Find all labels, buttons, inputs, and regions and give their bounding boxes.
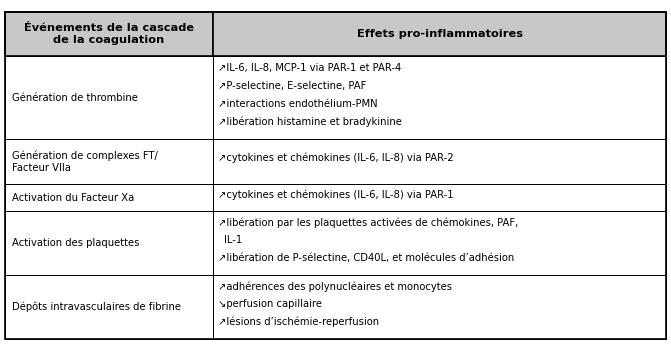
Text: Événements de la cascade
de la coagulation: Événements de la cascade de la coagulati… [24, 23, 194, 45]
Bar [5, 275, 213, 339]
Text: ↗libération par les plaquettes activées de chémokines, PAF,: ↗libération par les plaquettes activées … [218, 217, 519, 228]
Text: Effets pro-inflammatoires: Effets pro-inflammatoires [356, 29, 523, 39]
Bar [213, 56, 666, 139]
Text: ↗cytokines et chémokines (IL-6, IL-8) via PAR-2: ↗cytokines et chémokines (IL-6, IL-8) vi… [218, 152, 454, 163]
Bar [213, 211, 666, 275]
Text: ↗interactions endothélium-PMN: ↗interactions endothélium-PMN [218, 99, 378, 109]
Text: ↗cytokines et chémokines (IL-6, IL-8) via PAR-1: ↗cytokines et chémokines (IL-6, IL-8) vi… [218, 190, 454, 200]
Bar [213, 139, 666, 184]
Bar [5, 139, 213, 184]
Text: Activation du Facteur Xa: Activation du Facteur Xa [12, 193, 134, 203]
Bar [5, 12, 213, 56]
Text: ↘perfusion capillaire: ↘perfusion capillaire [218, 299, 322, 309]
Bar [213, 184, 666, 211]
Bar [213, 275, 666, 339]
Text: ↗adhérences des polynucléaires et monocytes: ↗adhérences des polynucléaires et monocy… [218, 281, 452, 292]
Text: Activation des plaquettes: Activation des plaquettes [12, 238, 140, 248]
Bar [5, 56, 213, 139]
Text: ↗libération de P-sélectine, CD40L, et molécules d’adhésion: ↗libération de P-sélectine, CD40L, et mo… [218, 253, 515, 263]
Bar [5, 184, 213, 211]
Text: ↗lésions d’ischémie-reperfusion: ↗lésions d’ischémie-reperfusion [218, 317, 379, 327]
Text: Dépôts intravasculaires de fibrine: Dépôts intravasculaires de fibrine [12, 302, 181, 312]
Bar [213, 12, 666, 56]
Text: ↗IL-6, IL-8, MCP-1 via PAR-1 et PAR-4: ↗IL-6, IL-8, MCP-1 via PAR-1 et PAR-4 [218, 63, 401, 73]
Text: ↗P-selectine, E-selectine, PAF: ↗P-selectine, E-selectine, PAF [218, 81, 366, 91]
Bar [5, 211, 213, 275]
Text: ↗libération histamine et bradykinine: ↗libération histamine et bradykinine [218, 117, 402, 127]
Text: Génération de complexes FT/
Facteur VIIa: Génération de complexes FT/ Facteur VIIa [12, 151, 158, 173]
Text: Génération de thrombine: Génération de thrombine [12, 93, 138, 103]
Text: IL-1: IL-1 [224, 235, 242, 245]
